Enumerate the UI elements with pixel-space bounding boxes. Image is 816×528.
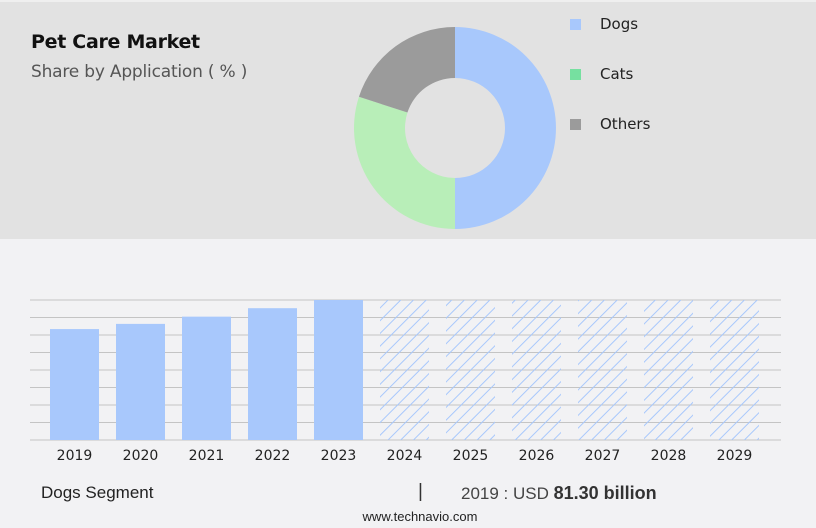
x-label: 2025 [453, 448, 489, 464]
forecast-bar-2026 [512, 300, 561, 440]
bar-2021 [182, 316, 231, 440]
bar-2020 [116, 323, 165, 440]
chart-subtitle: Share by Application ( % ) [31, 62, 248, 82]
top-strip [0, 0, 816, 2]
forecast-bar-2028 [644, 300, 693, 440]
x-label: 2024 [387, 448, 423, 464]
legend-label: Others [600, 115, 651, 133]
footer-separator: | [418, 481, 423, 502]
forecast-bar-2025 [446, 300, 495, 440]
donut-slice-cats [353, 96, 455, 230]
legend-swatch-others [570, 118, 581, 130]
legend-swatch-cats [570, 68, 581, 80]
segment-label: Dogs Segment [41, 483, 154, 502]
x-label: 2023 [321, 448, 357, 464]
chart-title: Pet Care Market [31, 31, 200, 53]
legend-label: Cats [600, 65, 634, 83]
segment-value: 2019 : USD 81.30 billion [461, 483, 657, 504]
legend-label: Dogs [600, 15, 639, 33]
x-label: 2027 [585, 448, 621, 464]
segment-year: 2019 : USD [461, 484, 554, 503]
bar-2022 [248, 308, 297, 440]
bars [50, 300, 759, 440]
donut-slice-dogs [455, 27, 556, 229]
x-label: 2022 [255, 448, 291, 464]
forecast-bar-2027 [578, 300, 627, 440]
x-label: 2028 [651, 448, 687, 464]
x-label: 2020 [123, 448, 159, 464]
forecast-bar-2024 [380, 300, 429, 440]
donut-slice-others [358, 27, 455, 113]
bar-2023 [314, 300, 363, 440]
legend-item-cats: Cats [570, 62, 633, 86]
bar-2019 [50, 329, 99, 440]
source-url: www.technavio.com [362, 509, 478, 524]
legend-item-others: Others [570, 112, 650, 136]
x-axis-labels: 2019 2020 2021 2022 2023 2024 2025 2026 2027 2028… [57, 448, 753, 464]
donut-chart [353, 27, 556, 230]
forecast-bar-2029 [710, 300, 759, 440]
x-label: 2026 [519, 448, 555, 464]
segment-amount: 81.30 billion [553, 483, 657, 503]
x-label: 2029 [717, 448, 753, 464]
legend-item-dogs: Dogs [570, 12, 638, 36]
x-label: 2021 [189, 448, 225, 464]
x-label: 2019 [57, 448, 93, 464]
legend-swatch-dogs [570, 18, 581, 30]
donut-slices [353, 27, 556, 230]
